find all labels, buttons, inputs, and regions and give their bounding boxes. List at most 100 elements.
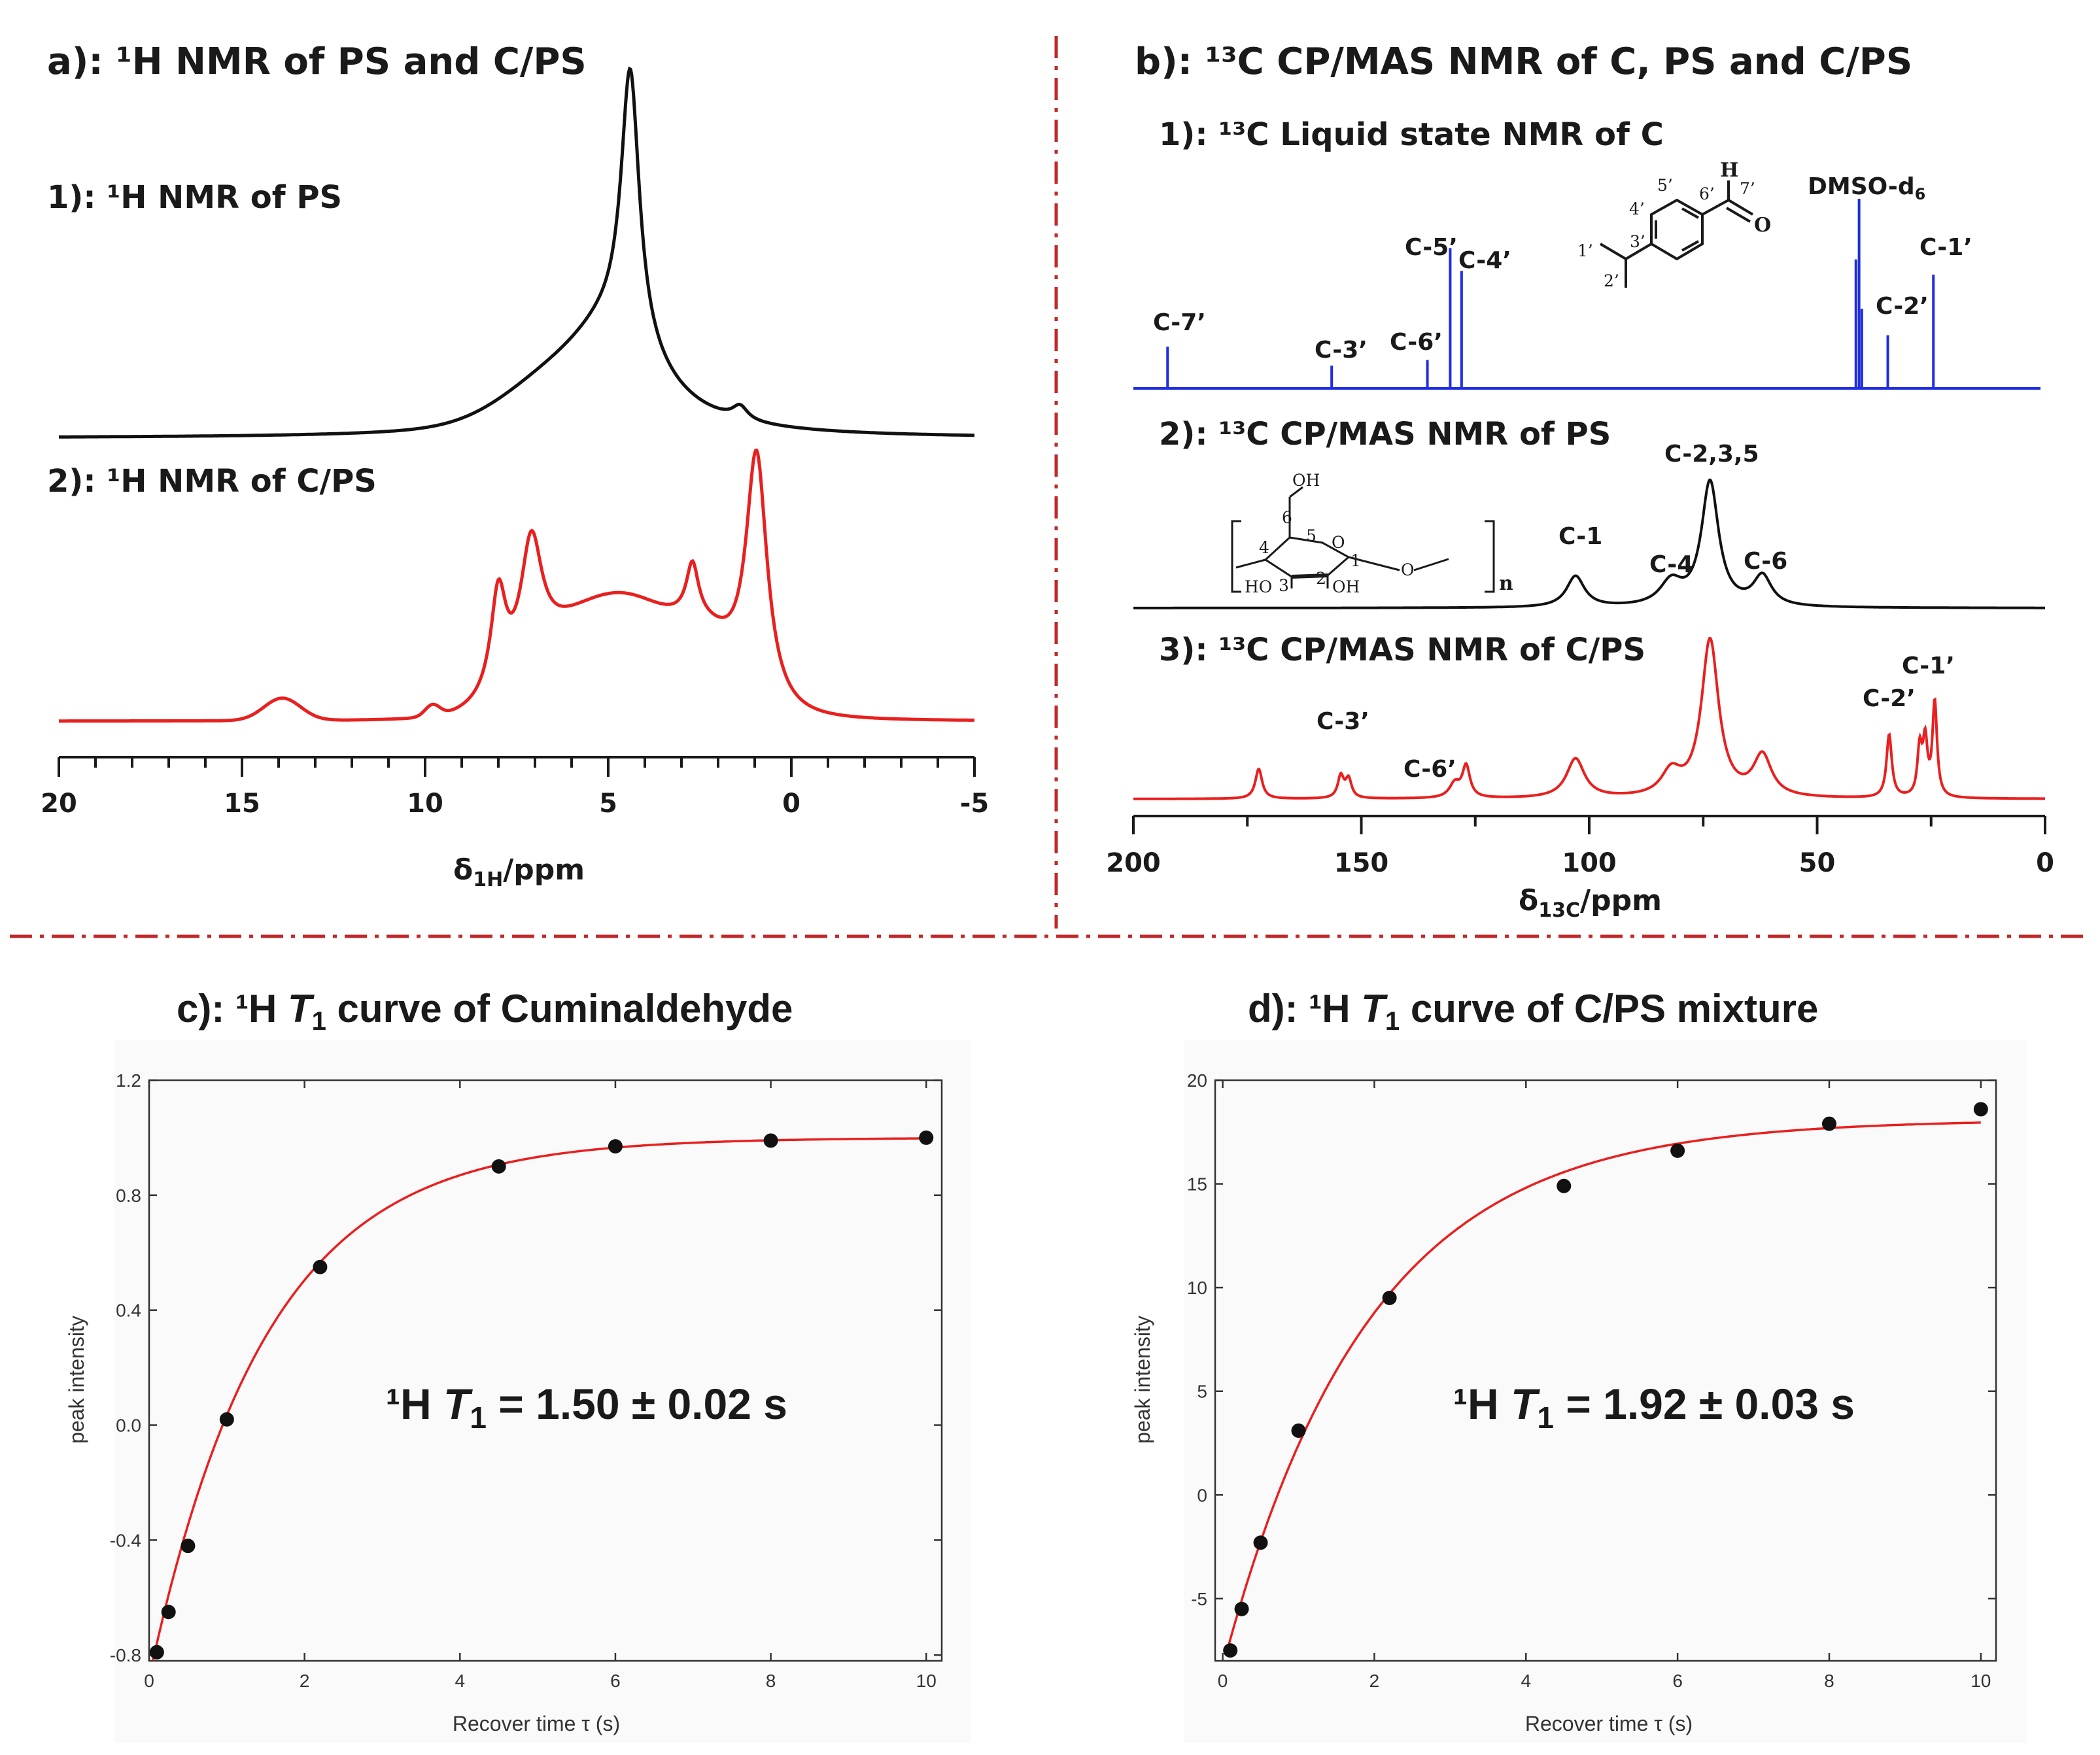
struct-ps-2: 2 <box>1316 569 1326 588</box>
panel-d-y-tick-label: 0 <box>1197 1485 1207 1505</box>
panel-d-xlabel: Recover time τ (s) <box>1525 1712 1693 1735</box>
struct-ps-glyc-o: O <box>1401 560 1415 579</box>
starch-structure: OH 6 5 4 1 O HO 3 2 OH O n <box>1231 471 1513 596</box>
panel-d-x-tick-label: 0 <box>1218 1671 1228 1691</box>
panel-c-y-tick-label: -0.8 <box>110 1645 141 1665</box>
panel-d-annotation: ¹H T1 = 1.92 ± 0.03 s <box>1453 1380 1855 1435</box>
panel-d-title: d): ¹H T1 curve of C/PS mixture <box>1248 987 1818 1036</box>
panel-c-data-point <box>608 1139 623 1154</box>
panel-d-data-point <box>1291 1423 1306 1438</box>
panel-b-dmso-label: DMSO-d6 <box>1808 173 1925 203</box>
panel-d-y-tick-label: 15 <box>1187 1174 1207 1195</box>
panel-b-peak-labels: C-7’ C-3’ C-6’ C-5’ C-4’ C-2’ C-1’ DMSO-d6 C-2,3… <box>1153 173 1972 783</box>
struct-c-2: 2’ <box>1604 271 1619 290</box>
panel-b-title: b): ¹³C CP/MAS NMR of C, PS and C/PS <box>1135 41 1912 83</box>
panel-b-cps-peak-label: C-6’ <box>1403 756 1456 783</box>
struct-ps-3: 3 <box>1279 576 1289 595</box>
panel-b-tick-label: 100 <box>1562 848 1617 878</box>
panel-c-y-tick-label: 0.4 <box>116 1301 141 1321</box>
panel-c-annotation: ¹H T1 = 1.50 ± 0.02 s <box>386 1380 787 1435</box>
panel-a-tick-label: 5 <box>599 789 617 819</box>
panel-d-x-tick-label: 2 <box>1369 1671 1380 1691</box>
panel-b-cps-peak-label: C-2’ <box>1863 685 1916 712</box>
panel-c-y-tick-label: -0.4 <box>110 1530 141 1550</box>
panel-b-c-peak-label: C-1’ <box>1919 234 1972 261</box>
struct-c-h: H <box>1720 159 1738 182</box>
panel-a-sub1: 1): ¹H NMR of PS <box>47 179 342 216</box>
panel-c-x-tick-label: 6 <box>610 1671 621 1691</box>
panel-d-fit-curve <box>1225 1121 1981 1654</box>
struct-ps-ho: HO <box>1245 577 1272 596</box>
panel-b-c-peak-label: C-7’ <box>1153 309 1206 336</box>
panel-b-cps-peak-label: C-1’ <box>1902 653 1955 679</box>
panel-b-c-peak-label: C-2’ <box>1876 293 1929 320</box>
panel-d-data-point <box>1670 1143 1685 1158</box>
struct-ps-ring-o: O <box>1332 533 1345 552</box>
panel-d-data-point <box>1382 1291 1397 1305</box>
panel-b-cps-peak-label: C-3’ <box>1317 708 1369 735</box>
panel-a-tick-label: 10 <box>407 789 443 819</box>
struct-ps-n: n <box>1499 572 1513 595</box>
panel-c-title: c): ¹H T1 curve of Cuminaldehyde <box>177 987 793 1036</box>
panel-b-series-2 <box>1133 478 2045 609</box>
panel-d: d): ¹H T1 curve of C/PS mixture 0 2 4 6 8 10 -… <box>1131 987 2027 1743</box>
panel-b-c-peak-label: C-6’ <box>1390 329 1443 356</box>
struct-c-7: 7’ <box>1740 179 1755 198</box>
panel-d-y-tick-label: 10 <box>1187 1278 1207 1298</box>
panel-c-data-point <box>919 1130 934 1145</box>
panel-b-spectra <box>1133 199 2045 800</box>
panel-c-data-point <box>161 1605 176 1620</box>
panel-d-ylabel: peak intensity <box>1131 1316 1154 1444</box>
panel-c-plot-frame <box>148 1079 943 1662</box>
panel-c-plot: 0 2 4 6 8 10 -0.8 -0.4 0.0 0.4 0.8 1.2 <box>110 1070 943 1691</box>
panel-d-x-tick-label: 8 <box>1824 1671 1834 1691</box>
panel-d-y-tick-label: 20 <box>1187 1070 1207 1091</box>
panel-b-c-peak-label: C-4’ <box>1458 247 1511 274</box>
panel-b-ps-peak-label: C-4 <box>1649 551 1693 578</box>
struct-ps-5: 5 <box>1306 526 1317 545</box>
panel-a-sub2: 2): ¹H NMR of C/PS <box>47 463 377 500</box>
panel-d-data-point <box>1223 1643 1238 1658</box>
panel-c-data-point <box>763 1133 778 1148</box>
struct-c-1: 1’ <box>1577 241 1593 260</box>
panel-a-tick-label: -5 <box>960 789 989 819</box>
struct-c-3: 3’ <box>1630 232 1645 251</box>
panel-c-x-tick-label: 0 <box>144 1671 154 1691</box>
panel-d-data-point <box>1973 1102 1988 1117</box>
panel-c-y-tick-label: 0.8 <box>116 1185 141 1206</box>
cuminaldehyde-structure: H 7’ O 6’ 5’ 4’ 3’ 1’ 2’ <box>1577 159 1771 290</box>
panel-a-spectra <box>59 66 974 723</box>
struct-ps-oh-top: OH <box>1292 471 1320 490</box>
panel-c-data-point <box>181 1539 196 1554</box>
panel-c-x-tick-label: 2 <box>300 1671 310 1691</box>
panel-b-sub3: 3): ¹³C CP/MAS NMR of C/PS <box>1159 632 1645 668</box>
panel-a-title: a): ¹H NMR of PS and C/PS <box>47 41 587 83</box>
struct-ps-4: 4 <box>1259 538 1269 557</box>
panel-a-x-axis: 20 15 10 5 0 -5 <box>41 756 989 819</box>
panel-c-x-tick-label: 4 <box>455 1671 466 1691</box>
panel-c-y-tick-label: 0.0 <box>116 1416 141 1436</box>
panel-c-data-point <box>313 1259 328 1274</box>
struct-ps-oh-bottom: OH <box>1332 577 1360 596</box>
panel-b-tick-label: 0 <box>2036 848 2054 878</box>
struct-ps-1: 1 <box>1351 551 1361 570</box>
panel-b-xlabel: δ13C/ppm <box>1519 884 1662 922</box>
panel-d-x-tick-label: 6 <box>1672 1671 1683 1691</box>
panel-a-xlabel: δ1H/ppm <box>453 853 585 891</box>
panel-a: a): ¹H NMR of PS and C/PS 1): ¹H NMR of … <box>41 41 989 891</box>
panel-c-y-tick-label: 1.2 <box>116 1070 141 1091</box>
struct-c-6: 6’ <box>1699 184 1715 203</box>
panel-b-ps-peak-label: C-6 <box>1744 548 1787 575</box>
panel-b-sub1: 1): ¹³C Liquid state NMR of C <box>1159 116 1664 153</box>
panel-a-tick-label: 15 <box>224 789 260 819</box>
panel-d-x-tick-label: 4 <box>1521 1671 1531 1691</box>
panel-d-data-point <box>1821 1116 1836 1131</box>
panel-c-ylabel: peak intensity <box>65 1316 88 1444</box>
panel-b-tick-label: 150 <box>1334 848 1389 878</box>
struct-c-4: 4’ <box>1629 199 1645 218</box>
panel-c-x-tick-label: 10 <box>916 1671 937 1691</box>
panel-b-c-peak-label: C-5’ <box>1405 234 1458 261</box>
panel-a-tick-label: 20 <box>41 789 77 819</box>
panel-b-c-peak-label: C-3’ <box>1315 337 1368 364</box>
panel-a-series-1 <box>59 66 974 439</box>
